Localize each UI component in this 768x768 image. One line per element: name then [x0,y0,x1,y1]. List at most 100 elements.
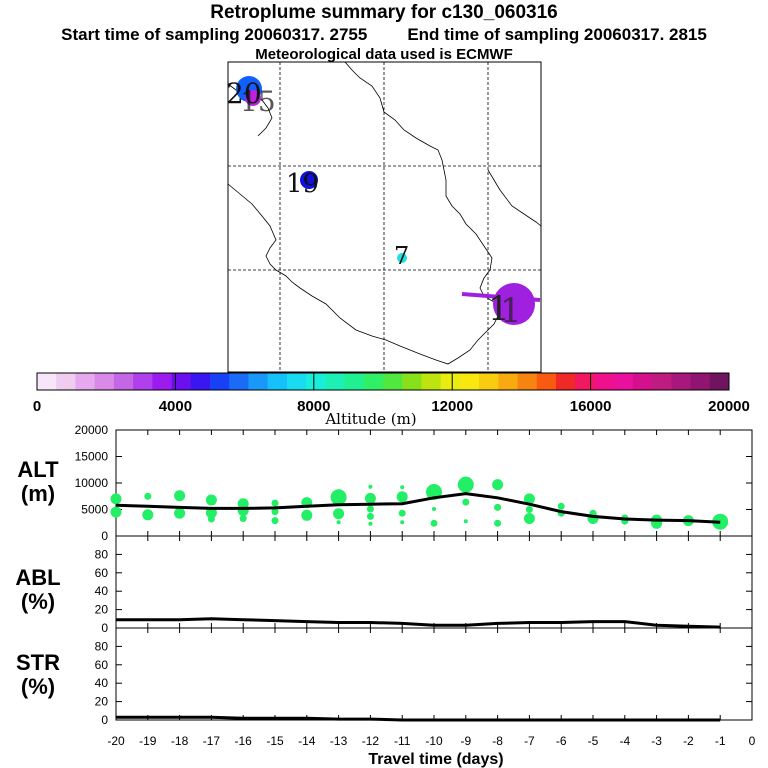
altitude-point [400,485,405,490]
colorbar-cell [498,373,519,390]
y-tick-label: 20 [95,695,109,709]
series-line [116,617,721,629]
colorbar-cell [479,373,499,390]
colorbar-cell [613,373,634,390]
altitude-point [396,491,408,503]
colorbar-cell [556,373,576,390]
altitude-point [494,519,502,527]
colorbar-cell [56,373,76,390]
str-label-top: STR [16,650,60,675]
series-line [115,492,721,524]
colorbar-tick-label: 0 [33,398,41,415]
altitude-point [400,520,405,525]
colorbar-cell [152,373,173,390]
panel-1: 0 5000 10000 15000 20000 [75,423,753,543]
altitude-point [110,506,122,518]
colorbar-cell [652,373,672,390]
colorbar-tick-label: 8000 [297,398,330,415]
altitude-point [144,492,152,500]
altitude-point [301,509,313,521]
map-frame [227,61,542,373]
x-tick-label: -18 [171,734,189,748]
panel-3: 0 20 40 60 80 [95,627,753,727]
colorbar-cell [37,373,57,390]
altitude-point [271,517,279,525]
y-tick-label: 40 [95,676,109,690]
y-tick-label: 10000 [75,476,109,490]
colorbar-cell [133,373,153,390]
altitude-point [271,508,279,516]
altitude-point [492,479,504,491]
x-tick-label: -2 [683,734,694,748]
alt-label-bottom: (m) [21,481,55,506]
x-tick-label: -7 [524,734,535,748]
y-tick-label: 60 [95,658,109,672]
colorbar-ticks [36,373,730,390]
colorbar-cell [402,373,422,390]
altitude-point [457,476,474,493]
x-axis: -20 -19 -18 -17 -16 -15 -14 -13 -12 -11 -10 -9 -8 -7-… [107,734,755,748]
abl-label-bottom: (%) [21,589,55,614]
map-marker-label-7: 7 [394,242,409,270]
colorbar-tick-label: 12000 [431,398,473,415]
altitude-point [110,493,122,505]
colorbar-cell [575,373,595,390]
panel-frame [115,627,753,721]
x-tick-label: -14 [298,734,316,748]
x-tick-label: -15 [266,734,284,748]
map-marker-15 [245,90,261,106]
x-tick-label: -9 [460,734,471,748]
x-tick-label: -19 [139,734,157,748]
panel-frame [115,535,753,629]
y-tick-label: 20000 [75,423,109,437]
altitude-point [462,498,470,506]
abl-label-top: ABL [15,565,60,590]
x-tick-label: -16 [235,734,253,748]
map-markers: 20 15 19 7 1 1 [226,76,541,331]
map-marker-label-1b: 1 [500,291,522,331]
map-marker-19 [300,171,318,189]
y-tick-label: 80 [95,639,109,653]
colorbar-cell [286,373,307,390]
colorbar-tick-label: 16000 [570,398,612,415]
colorbar-cell [248,373,269,390]
colorbar-cell [229,373,249,390]
sampling-times: Start time of sampling 20060317. 2755 End… [0,25,768,45]
colorbar-cell [690,373,711,390]
colorbar-cell [325,373,346,390]
x-axis-label: Travel time (days) [368,751,503,768]
colorbar-cell [517,373,538,390]
x-tick-label: -3 [651,734,662,748]
altitude-point [494,503,502,511]
altitude-point [523,493,535,505]
series-line [116,715,721,722]
colorbar-cell [594,373,615,390]
x-tick-label: -6 [556,734,567,748]
altitude-point [432,507,436,511]
met-data-label: Meteorological data used is ECMWF [255,46,513,63]
map-marker-7 [397,253,407,263]
altitude-point [205,494,217,506]
altitude-point [364,492,376,504]
colorbar-tick-label: 20000 [708,398,750,415]
colorbar-cell [267,373,288,390]
colorbar-cell [383,373,403,390]
x-tick-label: -10 [425,734,443,748]
colorbar-cell [459,373,480,390]
x-tick-label: -8 [492,734,503,748]
altitude-point [366,512,374,520]
colorbar-cell [210,373,230,390]
y-tick-label: 80 [95,547,109,561]
x-tick-label: -11 [394,734,411,748]
colorbar-cell [421,373,442,390]
x-tick-label: 0 [749,734,756,748]
x-tick-label: -1 [715,734,726,748]
x-tick-label: -5 [588,734,599,748]
x-tick-label: -20 [107,734,125,748]
y-tick-label: 5000 [81,503,108,517]
colorbar-cell [94,373,115,390]
altitude-point [239,515,247,522]
y-tick-label: 15000 [75,450,109,464]
time-series-panels: 0 5000 10000 15000 20000 0 20 40 60 80 0 20 40 60 80 [75,423,753,727]
